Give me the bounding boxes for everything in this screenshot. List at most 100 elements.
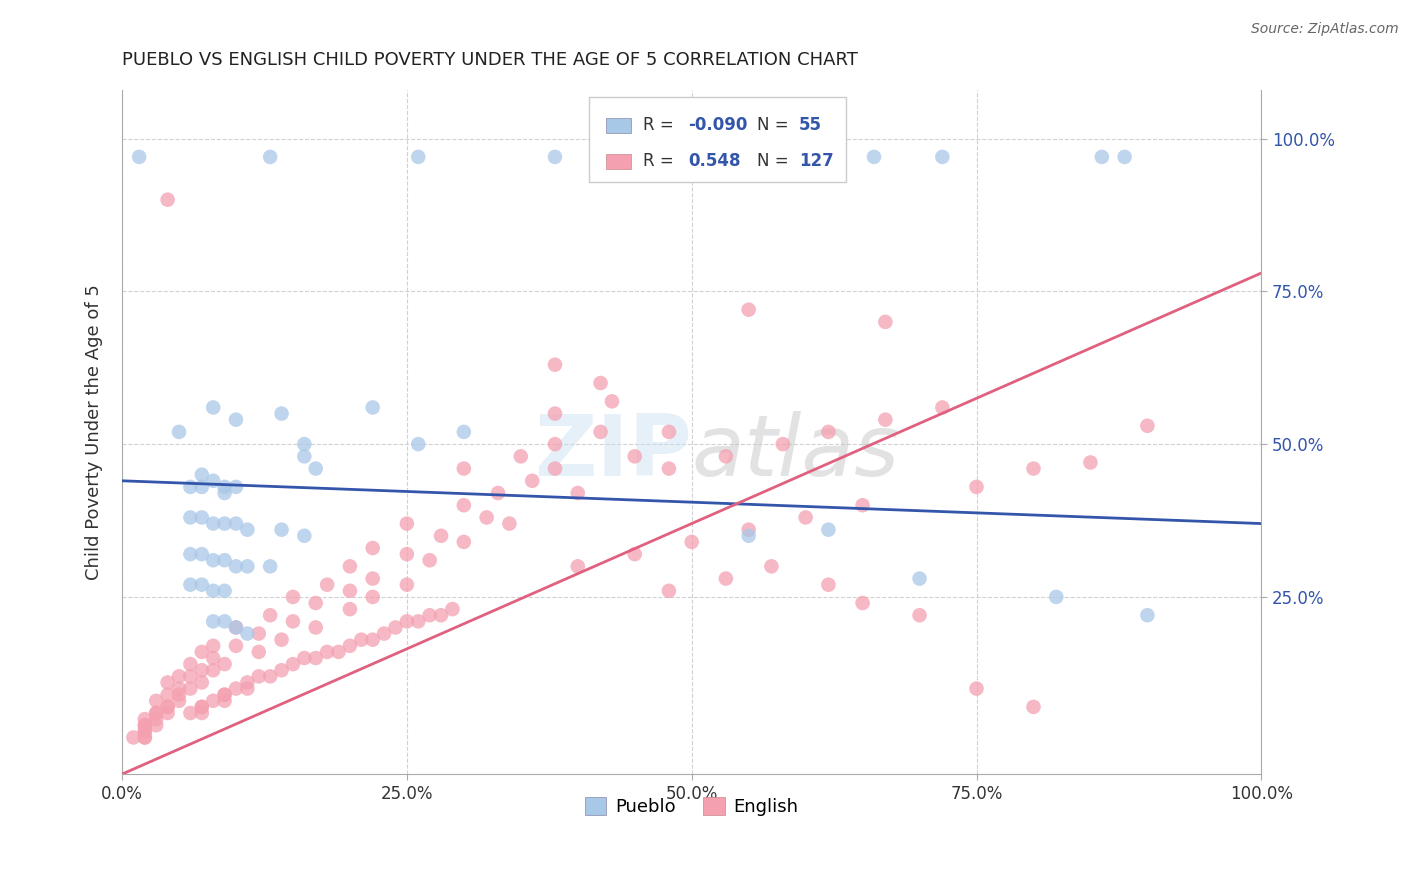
Point (225, 620, 247, 634)
Point (214, 615, 236, 629)
Point (486, 486, 509, 500)
Point (430, 529, 453, 543)
Point (191, 699, 214, 714)
Point (737, 302, 759, 317)
Point (453, 461, 475, 475)
Point (453, 535, 475, 549)
Point (292, 651, 315, 665)
FancyBboxPatch shape (606, 153, 631, 169)
Point (270, 632, 292, 647)
Point (191, 645, 214, 659)
Point (214, 516, 236, 531)
Point (966, 681, 988, 696)
Point (202, 474, 225, 488)
Point (292, 529, 315, 543)
Point (817, 523, 839, 537)
Point (406, 150, 429, 164)
Point (179, 669, 201, 683)
Point (453, 425, 475, 439)
Text: ZIP: ZIP (534, 411, 692, 494)
Point (589, 425, 612, 439)
Point (247, 669, 270, 683)
Point (259, 669, 281, 683)
Point (247, 645, 270, 659)
FancyBboxPatch shape (589, 96, 845, 182)
Point (214, 583, 236, 598)
Point (179, 510, 201, 524)
Point (202, 651, 225, 665)
Point (202, 615, 225, 629)
Point (167, 681, 190, 696)
Point (1022, 461, 1045, 475)
Point (305, 461, 328, 475)
Point (191, 480, 214, 494)
Point (236, 675, 259, 690)
Point (875, 315, 897, 329)
Point (966, 480, 988, 494)
Point (544, 437, 567, 451)
Text: PUEBLO VS ENGLISH CHILD POVERTY UNDER THE AGE OF 5 CORRELATION CHART: PUEBLO VS ENGLISH CHILD POVERTY UNDER TH… (122, 51, 858, 69)
Point (145, 712, 167, 726)
Point (167, 694, 190, 708)
Point (134, 718, 156, 732)
Point (658, 583, 681, 598)
Point (794, 510, 817, 524)
Point (179, 547, 201, 561)
Point (236, 681, 259, 696)
Point (259, 150, 281, 164)
Point (931, 401, 953, 415)
Point (281, 615, 304, 629)
Point (908, 608, 931, 623)
Y-axis label: Child Poverty Under the Age of 5: Child Poverty Under the Age of 5 (86, 284, 103, 580)
Point (567, 486, 589, 500)
Point (145, 718, 167, 732)
Point (316, 577, 339, 591)
Point (714, 450, 737, 464)
Point (908, 572, 931, 586)
Point (589, 376, 612, 390)
Point (350, 632, 373, 647)
Point (134, 724, 156, 739)
Point (361, 632, 384, 647)
Point (225, 412, 247, 426)
Point (191, 467, 214, 482)
Point (1091, 150, 1114, 164)
Point (225, 516, 247, 531)
Point (156, 699, 179, 714)
Point (395, 547, 418, 561)
Point (761, 559, 783, 574)
Point (179, 706, 201, 720)
Point (1136, 418, 1159, 433)
Point (191, 675, 214, 690)
Point (179, 657, 201, 672)
Point (714, 150, 737, 164)
Point (225, 639, 247, 653)
Point (361, 541, 384, 555)
Point (509, 450, 531, 464)
Text: N =: N = (756, 153, 793, 170)
Point (214, 553, 236, 567)
Point (259, 559, 281, 574)
Point (225, 620, 247, 634)
Point (658, 461, 681, 475)
Point (544, 461, 567, 475)
Point (167, 669, 190, 683)
Point (156, 193, 179, 207)
Point (852, 596, 875, 610)
Point (202, 516, 225, 531)
Point (395, 516, 418, 531)
Point (202, 553, 225, 567)
Point (145, 694, 167, 708)
Point (475, 510, 498, 524)
Point (134, 724, 156, 739)
Text: Source: ZipAtlas.com: Source: ZipAtlas.com (1251, 22, 1399, 37)
Point (292, 450, 315, 464)
Point (191, 706, 214, 720)
Point (292, 437, 315, 451)
Text: R =: R = (643, 153, 683, 170)
Point (202, 639, 225, 653)
Point (339, 639, 361, 653)
Point (225, 681, 247, 696)
Point (270, 663, 292, 677)
Point (236, 559, 259, 574)
